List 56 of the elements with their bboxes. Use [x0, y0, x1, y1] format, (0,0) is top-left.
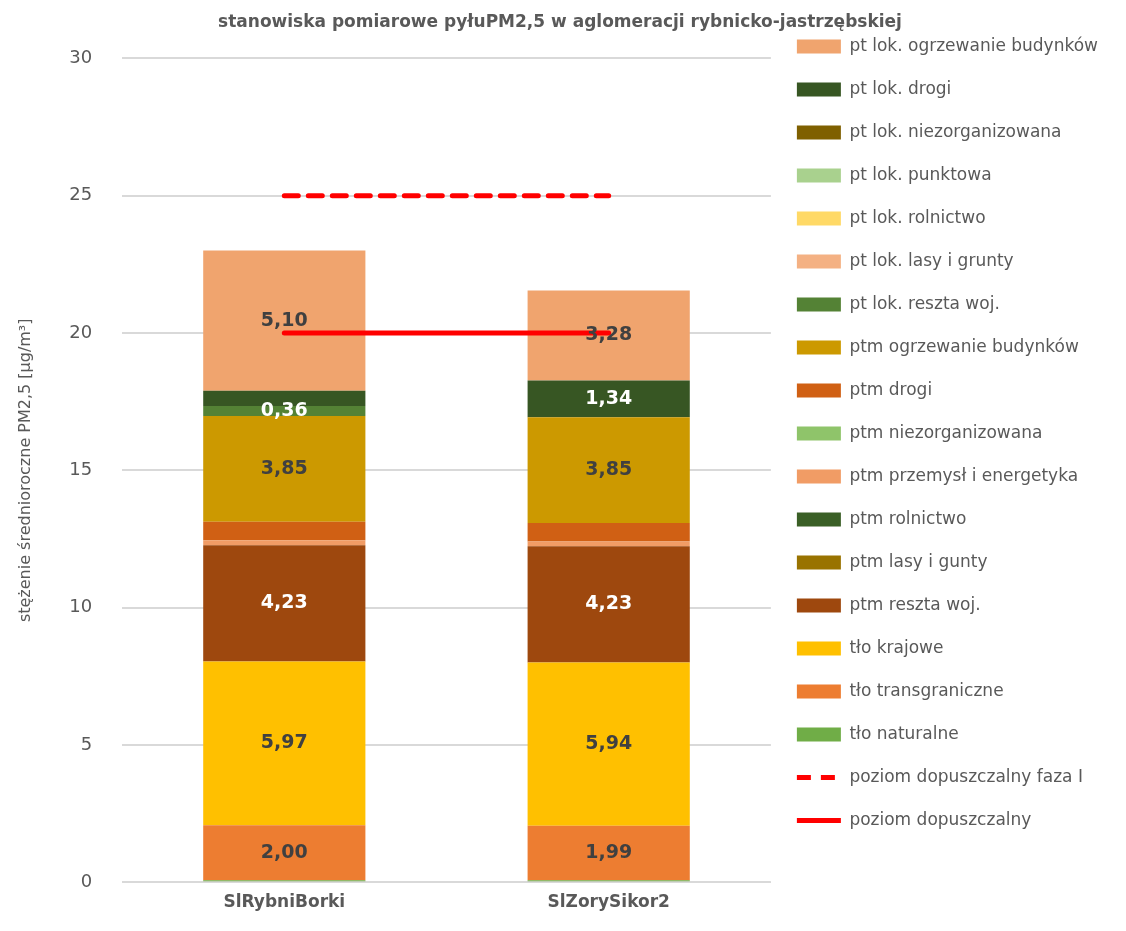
data-label: 5,10 [260, 307, 308, 330]
bar [527, 541, 690, 547]
legend-label: tło naturalne [849, 722, 959, 743]
y-axis-title: stężenie średnioroczne PM2,5 [µg/m³] [14, 318, 34, 623]
data-label: 3,85 [260, 455, 308, 478]
legend-label: pt lok. drogi [849, 77, 952, 98]
bar [527, 546, 690, 663]
chart-title: stanowiska pomiarowe pyłuPM2,5 w aglomeracji rybnicko-jastrzębskiej [218, 10, 902, 31]
legend-label: ptm ogrzewanie budynków [849, 335, 1079, 356]
bar [527, 290, 690, 381]
y-tick-label: 25 [69, 183, 93, 205]
data-label: 5,94 [585, 731, 633, 754]
y-tick-label: 10 [69, 595, 93, 617]
data-label: 2,00 [260, 839, 308, 862]
bar [203, 825, 366, 881]
x-tick-label: SlZorySikor2 [547, 890, 670, 911]
data-label: 3,28 [585, 322, 633, 345]
legend-label: ptm reszta woj. [849, 593, 981, 614]
legend-label: ptm lasy i gunty [849, 550, 988, 571]
bar [527, 662, 690, 826]
legend-label: tło transgraniczne [849, 679, 1004, 700]
y-tick-label: 5 [80, 732, 93, 754]
data-label: 4,23 [260, 590, 308, 613]
legend-label: ptm drogi [849, 378, 933, 399]
legend-label: pt lok. ogrzewanie budynków [849, 34, 1099, 55]
legend-label: poziom dopuszczalny [849, 808, 1032, 829]
data-label: 1,99 [585, 839, 633, 862]
legend-label: ptm przemysł i energetyka [849, 464, 1079, 485]
y-tick-label: 0 [80, 869, 93, 891]
bar [203, 540, 366, 546]
legend-label: ptm niezorganizowana [849, 421, 1043, 442]
bar [203, 661, 366, 826]
x-tick-label: SlRybniBorki [223, 890, 346, 911]
legend-label: pt lok. rolnictwo [849, 206, 986, 227]
data-label: 4,23 [585, 591, 633, 614]
legend-label: poziom dopuszczalny faza I [849, 765, 1083, 786]
data-label: 5,97 [260, 730, 308, 753]
bar [203, 250, 366, 391]
legend-label: tło krajowe [849, 636, 944, 657]
legend-label: ptm rolnictwo [849, 507, 967, 528]
data-label: 1,34 [585, 385, 633, 408]
y-tick-label: 30 [69, 46, 93, 68]
bar [527, 523, 690, 542]
legend-label: pt lok. punktowa [849, 163, 992, 184]
bar [527, 380, 690, 418]
bar [203, 521, 366, 541]
bar [527, 417, 690, 524]
legend-label: pt lok. niezorganizowana [849, 120, 1062, 141]
data-label: 0,36 [260, 397, 308, 420]
y-tick-label: 15 [69, 457, 93, 479]
legend-label: pt lok. lasy i grunty [849, 249, 1014, 270]
legend-label: pt lok. reszta woj. [849, 292, 1000, 313]
bar [203, 545, 366, 662]
data-label: 3,85 [585, 457, 633, 480]
y-tick-label: 20 [69, 320, 93, 342]
bar [527, 825, 690, 881]
